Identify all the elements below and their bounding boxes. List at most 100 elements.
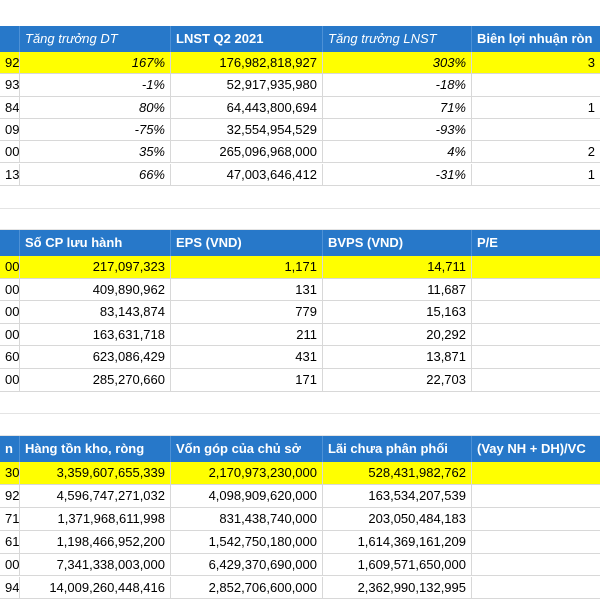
cell-inventory[interactable]: 1,371,968,611,998 — [20, 507, 171, 530]
cell-revenue-growth[interactable]: -75% — [20, 118, 171, 141]
cell-pe[interactable] — [472, 301, 600, 323]
cell-partial[interactable]: 00 — [0, 256, 20, 278]
table2-header-pe[interactable]: P/E — [477, 235, 498, 250]
cell-retained-earnings[interactable]: 1,614,369,161,209 — [323, 530, 472, 553]
cell-profit-growth[interactable]: 71% — [323, 96, 472, 118]
cell-profit-q2[interactable]: 52,917,935,980 — [171, 74, 323, 96]
cell-net-margin[interactable]: 2 — [587, 144, 595, 160]
cell-eps[interactable]: 131 — [171, 278, 323, 301]
cell-debt-ratio[interactable] — [472, 577, 600, 599]
table3-header-owner-capital[interactable]: Vốn góp của chủ sở — [171, 436, 323, 462]
cell-profit-growth[interactable]: -18% — [323, 74, 472, 96]
cell-inventory[interactable]: 4,596,747,271,032 — [20, 484, 171, 507]
table2-header-bvps[interactable]: BVPS (VND) — [323, 230, 472, 256]
cell-profit-growth[interactable]: -31% — [323, 163, 472, 185]
cell-debt-ratio[interactable] — [472, 508, 600, 530]
cell-pe[interactable] — [472, 346, 600, 368]
cell-retained-earnings[interactable]: 203,050,484,183 — [323, 507, 472, 530]
table1-header-cell[interactable] — [0, 26, 20, 52]
cell-shares-outstanding[interactable]: 623,086,429 — [20, 346, 171, 368]
cell-eps[interactable]: 779 — [171, 301, 323, 323]
cell-revenue-growth[interactable]: 66% — [20, 163, 171, 185]
cell-shares-outstanding[interactable]: 285,270,660 — [20, 369, 171, 391]
table2-header-shares-outstanding[interactable]: Số CP lưu hành — [20, 230, 171, 256]
cell-net-margin[interactable]: 1 — [587, 99, 595, 115]
cell-pe[interactable] — [472, 256, 600, 278]
cell-partial[interactable]: 94 — [0, 576, 20, 599]
cell-partial[interactable]: 00 — [0, 323, 20, 346]
cell-revenue-growth[interactable]: 35% — [20, 141, 171, 163]
cell-owner-capital[interactable]: 6,429,370,690,000 — [171, 553, 323, 576]
cell-profit-growth[interactable]: 4% — [323, 141, 472, 163]
cell-pe[interactable] — [472, 369, 600, 391]
cell-partial[interactable]: 92 — [0, 484, 20, 507]
table2-header-cell[interactable] — [0, 230, 20, 256]
cell-partial[interactable]: 13 — [0, 163, 20, 185]
table1-header-profit-growth[interactable]: Tăng trưởng LNST — [323, 26, 472, 52]
cell-profit-growth[interactable]: 303% — [323, 52, 472, 74]
cell-partial[interactable]: 92 — [0, 52, 20, 74]
cell-net-margin[interactable]: 3 — [587, 55, 595, 70]
cell-bvps[interactable]: 14,711 — [323, 256, 472, 278]
table3-header-retained-earnings[interactable]: Lãi chưa phân phối — [323, 436, 472, 462]
cell-owner-capital[interactable]: 1,542,750,180,000 — [171, 530, 323, 553]
cell-retained-earnings[interactable]: 528,431,982,762 — [323, 462, 472, 484]
cell-pe[interactable] — [472, 324, 600, 346]
table1-header-revenue-growth[interactable]: Tăng trưởng DT — [20, 26, 171, 52]
cell-net-margin[interactable] — [472, 74, 600, 95]
cell-bvps[interactable]: 20,292 — [323, 323, 472, 346]
cell-profit-growth[interactable]: -93% — [323, 118, 472, 141]
table3-header-debt-ratio[interactable]: (Vay NH + DH)/VC — [477, 441, 586, 456]
cell-owner-capital[interactable]: 2,852,706,600,000 — [171, 576, 323, 599]
cell-partial[interactable]: 60 — [0, 346, 20, 368]
cell-bvps[interactable]: 11,687 — [323, 278, 472, 301]
cell-owner-capital[interactable]: 2,170,973,230,000 — [171, 462, 323, 484]
cell-eps[interactable]: 1,171 — [171, 256, 323, 278]
cell-partial[interactable]: 00 — [0, 278, 20, 301]
table3-header-partial[interactable]: n — [0, 436, 20, 462]
cell-partial[interactable]: 00 — [0, 369, 20, 391]
cell-pe[interactable] — [472, 279, 600, 301]
cell-profit-q2[interactable]: 176,982,818,927 — [171, 52, 323, 74]
cell-retained-earnings[interactable]: 163,534,207,539 — [323, 484, 472, 507]
cell-inventory[interactable]: 1,198,466,952,200 — [20, 530, 171, 553]
cell-eps[interactable]: 171 — [171, 369, 323, 391]
cell-debt-ratio[interactable] — [472, 531, 600, 553]
table1-header-profit-q2[interactable]: LNST Q2 2021 — [171, 26, 323, 52]
cell-net-margin[interactable] — [472, 119, 600, 140]
cell-partial[interactable]: 09 — [0, 118, 20, 141]
cell-partial[interactable]: 93 — [0, 74, 20, 96]
cell-partial[interactable]: 00 — [0, 141, 20, 163]
cell-eps[interactable]: 211 — [171, 323, 323, 346]
cell-debt-ratio[interactable] — [472, 554, 600, 576]
cell-inventory[interactable]: 3,359,607,655,339 — [20, 462, 171, 484]
cell-retained-earnings[interactable]: 2,362,990,132,995 — [323, 576, 472, 599]
table3-header-inventory[interactable]: Hàng tồn kho, ròng — [20, 436, 171, 462]
cell-profit-q2[interactable]: 265,096,968,000 — [171, 141, 323, 163]
cell-eps[interactable]: 431 — [171, 346, 323, 368]
cell-partial[interactable]: 30 — [0, 462, 20, 484]
cell-retained-earnings[interactable]: 1,609,571,650,000 — [323, 553, 472, 576]
cell-shares-outstanding[interactable]: 217,097,323 — [20, 256, 171, 278]
cell-revenue-growth[interactable]: -1% — [20, 74, 171, 96]
cell-owner-capital[interactable]: 831,438,740,000 — [171, 507, 323, 530]
cell-revenue-growth[interactable]: 80% — [20, 96, 171, 118]
cell-net-margin[interactable]: 1 — [587, 166, 595, 182]
cell-profit-q2[interactable]: 32,554,954,529 — [171, 118, 323, 141]
cell-bvps[interactable]: 13,871 — [323, 346, 472, 368]
cell-debt-ratio[interactable] — [472, 462, 600, 484]
cell-inventory[interactable]: 14,009,260,448,416 — [20, 576, 171, 599]
cell-shares-outstanding[interactable]: 409,890,962 — [20, 278, 171, 301]
cell-profit-q2[interactable]: 64,443,800,694 — [171, 96, 323, 118]
cell-partial[interactable]: 71 — [0, 507, 20, 530]
table1-header-net-margin[interactable]: Biên lợi nhuận ròn — [477, 31, 593, 46]
cell-partial[interactable]: 00 — [0, 553, 20, 576]
cell-inventory[interactable]: 7,341,338,003,000 — [20, 553, 171, 576]
cell-revenue-growth[interactable]: 167% — [20, 52, 171, 74]
cell-debt-ratio[interactable] — [472, 485, 600, 507]
cell-bvps[interactable]: 15,163 — [323, 301, 472, 323]
cell-partial[interactable]: 00 — [0, 301, 20, 323]
cell-bvps[interactable]: 22,703 — [323, 369, 472, 391]
cell-owner-capital[interactable]: 4,098,909,620,000 — [171, 484, 323, 507]
cell-shares-outstanding[interactable]: 83,143,874 — [20, 301, 171, 323]
